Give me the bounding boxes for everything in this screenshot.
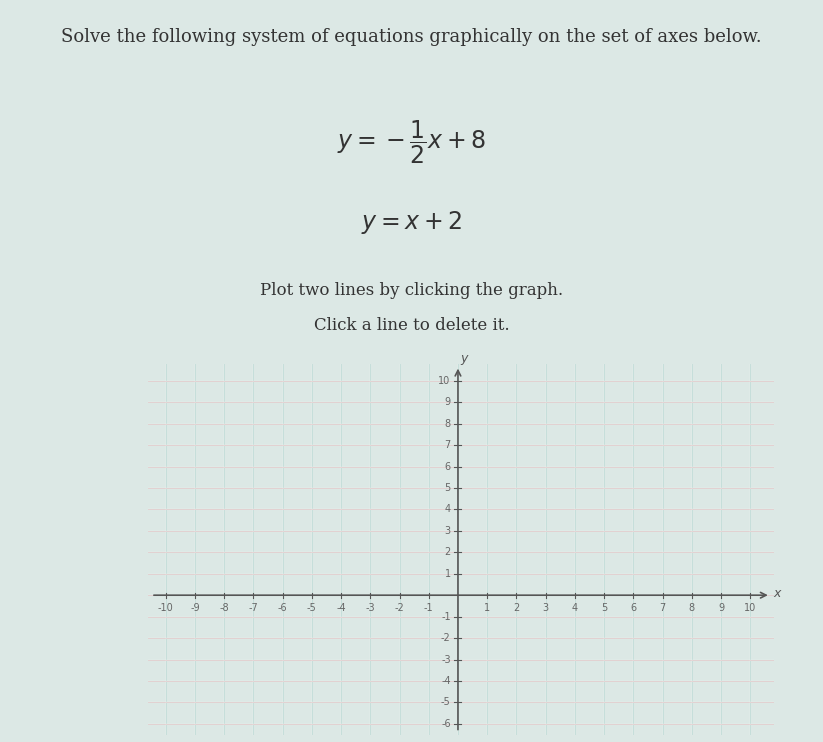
Text: -1: -1 — [424, 603, 434, 613]
Text: -7: -7 — [249, 603, 258, 613]
Text: $y = x + 2$: $y = x + 2$ — [361, 209, 462, 236]
Text: 8: 8 — [689, 603, 695, 613]
Text: 4: 4 — [444, 505, 451, 514]
Text: 2: 2 — [444, 548, 451, 557]
Text: -10: -10 — [158, 603, 174, 613]
Text: Click a line to delete it.: Click a line to delete it. — [314, 318, 509, 335]
Text: -2: -2 — [394, 603, 404, 613]
Text: 2: 2 — [514, 603, 519, 613]
Text: 3: 3 — [444, 526, 451, 536]
Text: -8: -8 — [219, 603, 229, 613]
Text: 7: 7 — [444, 440, 451, 450]
Text: Solve the following system of equations graphically on the set of axes below.: Solve the following system of equations … — [61, 28, 762, 46]
Text: $y = -\dfrac{1}{2}x + 8$: $y = -\dfrac{1}{2}x + 8$ — [337, 119, 486, 166]
Text: 1: 1 — [444, 568, 451, 579]
Text: 9: 9 — [444, 397, 451, 407]
Text: 6: 6 — [444, 462, 451, 471]
Text: x: x — [774, 586, 781, 600]
Text: -4: -4 — [441, 676, 451, 686]
Text: 6: 6 — [630, 603, 636, 613]
Text: -4: -4 — [337, 603, 346, 613]
Text: 8: 8 — [444, 418, 451, 429]
Text: -3: -3 — [441, 654, 451, 665]
Text: 9: 9 — [718, 603, 724, 613]
Text: 3: 3 — [542, 603, 549, 613]
Text: 10: 10 — [439, 375, 451, 386]
Text: -5: -5 — [441, 697, 451, 707]
Text: 4: 4 — [572, 603, 578, 613]
Text: 5: 5 — [601, 603, 607, 613]
Text: -5: -5 — [307, 603, 317, 613]
Text: -2: -2 — [441, 633, 451, 643]
Text: 7: 7 — [659, 603, 666, 613]
Text: -9: -9 — [190, 603, 200, 613]
Text: 5: 5 — [444, 483, 451, 493]
Text: -3: -3 — [365, 603, 375, 613]
Text: 10: 10 — [744, 603, 756, 613]
Text: Plot two lines by clicking the graph.: Plot two lines by clicking the graph. — [260, 283, 563, 300]
Text: -1: -1 — [441, 611, 451, 622]
Text: 1: 1 — [484, 603, 491, 613]
Text: -6: -6 — [278, 603, 287, 613]
Text: -6: -6 — [441, 719, 451, 729]
Text: y: y — [460, 352, 467, 364]
